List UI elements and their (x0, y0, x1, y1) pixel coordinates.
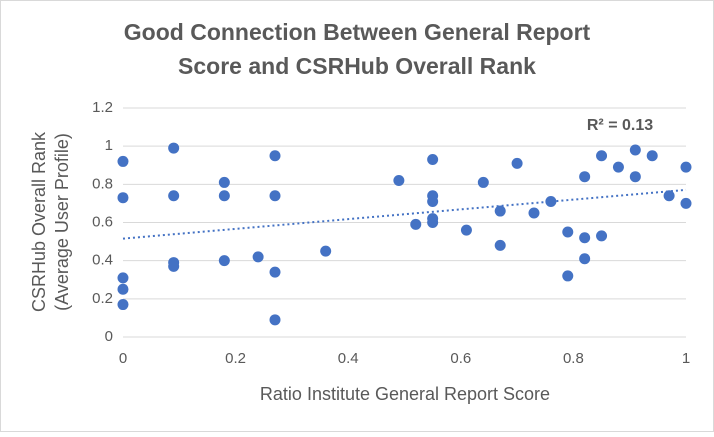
point (629, 171, 641, 183)
point (427, 217, 439, 228)
point (612, 161, 624, 173)
y-tick-label: 0.4 (92, 252, 113, 269)
y-tick-label: 0.6 (92, 213, 113, 230)
point (511, 157, 523, 169)
point (218, 255, 230, 267)
point (545, 196, 557, 208)
point (477, 176, 489, 188)
x-tick-label: 0.4 (338, 350, 359, 367)
y-axis-label: (Average User Profile) (52, 133, 72, 311)
point (562, 226, 574, 238)
point (117, 299, 129, 311)
point (117, 272, 129, 284)
point (320, 245, 332, 257)
y-tick-label: 0 (105, 328, 113, 345)
point (460, 224, 472, 236)
trendline (122, 188, 687, 240)
x-axis-label: Ratio Institute General Report Score (260, 384, 550, 404)
point (269, 314, 281, 326)
point (117, 192, 129, 204)
x-tick-label: 0.8 (563, 350, 584, 367)
chart-title: Score and CSRHub Overall Rank (178, 53, 536, 79)
point (579, 232, 591, 244)
point (596, 230, 608, 242)
point (562, 270, 574, 282)
point (579, 253, 591, 265)
y-tick-label: 0.8 (92, 175, 113, 192)
point (269, 266, 281, 278)
point (427, 196, 439, 208)
point (168, 190, 180, 202)
y-axis-label: CSRHub Overall Rank (29, 131, 49, 312)
y-tick-label: 0.2 (92, 290, 113, 307)
point (168, 142, 180, 154)
x-tick-label: 0.2 (225, 350, 246, 367)
point (494, 239, 506, 251)
point (579, 171, 591, 183)
y-tick-label: 1 (105, 137, 113, 154)
point (117, 155, 129, 167)
point (528, 207, 540, 219)
point (218, 190, 230, 202)
x-tick-label: 0 (119, 350, 127, 367)
point (252, 251, 264, 263)
point (117, 283, 129, 295)
point (393, 175, 405, 187)
point (680, 161, 692, 173)
point (629, 144, 641, 156)
point (646, 150, 658, 162)
point (218, 176, 230, 188)
point (269, 150, 281, 162)
point (596, 150, 608, 162)
chart-title: Good Connection Between General Report (124, 19, 591, 45)
y-tick-label: 1.2 (92, 99, 113, 116)
x-tick-label: 1 (682, 350, 690, 367)
x-tick-label: 0.6 (450, 350, 471, 367)
r-squared-annotation: R² = 0.13 (587, 117, 653, 134)
point (269, 190, 281, 202)
point (663, 190, 675, 202)
point (680, 197, 692, 209)
point (427, 154, 439, 166)
point (410, 218, 422, 230)
point (494, 205, 506, 217)
point (168, 260, 180, 272)
